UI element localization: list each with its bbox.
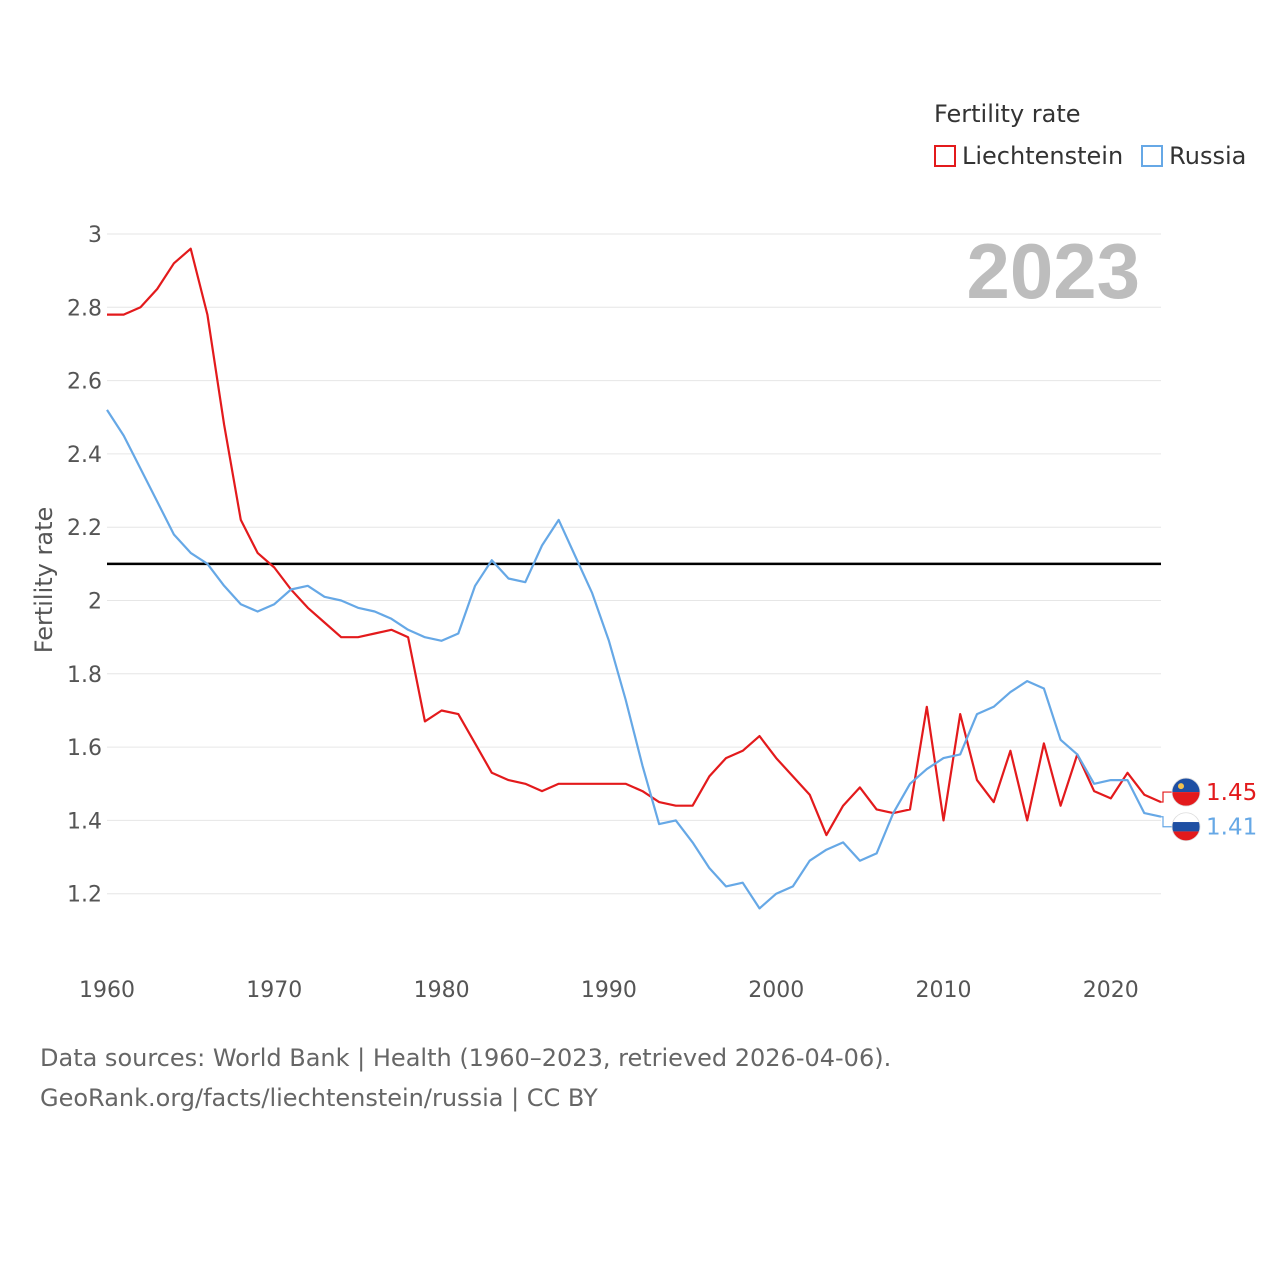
x-tick-label: 1970 <box>246 978 302 1003</box>
y-tick-label: 2.2 <box>67 516 102 541</box>
x-tick-label: 1980 <box>414 978 470 1003</box>
year-label: 2023 <box>966 227 1140 315</box>
series-line-liechtenstein[interactable] <box>107 247 1162 837</box>
series-lines <box>106 247 1162 910</box>
x-tick-label: 1960 <box>79 978 135 1003</box>
end-connector <box>1161 816 1172 828</box>
legend-item-russia[interactable]: Russia <box>1141 142 1246 170</box>
end-markers: 1.45 1.41 <box>1161 777 1257 842</box>
legend-label-russia: Russia <box>1169 142 1247 170</box>
y-tick-label: 2.8 <box>67 296 102 321</box>
legend-item-liechtenstein[interactable]: Liechtenstein <box>934 142 1123 170</box>
y-tick-label: 1.4 <box>67 809 102 834</box>
series-line-russia[interactable] <box>106 409 1162 910</box>
end-connector <box>1161 791 1172 803</box>
legend-title: Fertility rate <box>934 100 1081 128</box>
y-tick-label: 1.2 <box>67 883 102 908</box>
legend-swatch-liechtenstein <box>934 145 956 167</box>
footer-sources: Data sources: World Bank | Health (1960–… <box>40 1044 892 1072</box>
x-tick-label: 1990 <box>581 978 637 1003</box>
x-tick-label: 2000 <box>748 978 804 1003</box>
y-tick-label: 1.8 <box>67 663 102 688</box>
legend: Liechtenstein Russia <box>934 142 1264 170</box>
footer-attribution[interactable]: GeoRank.org/facts/liechtenstein/russia |… <box>40 1084 598 1112</box>
y-tick-label: 2.6 <box>67 370 102 395</box>
x-tick-label: 2020 <box>1083 978 1139 1003</box>
x-tick-label: 2010 <box>916 978 972 1003</box>
end-value-label-liechtenstein: 1.45 <box>1206 780 1257 806</box>
y-tick-label: 1.6 <box>67 736 102 761</box>
y-tick-label: 2 <box>88 590 102 615</box>
x-tick-labels: 1960 1970 1980 1990 2000 2010 2020 <box>79 978 1139 1003</box>
russia-flag-icon <box>1171 812 1201 842</box>
legend-label-liechtenstein: Liechtenstein <box>962 142 1124 170</box>
legend-swatch-russia <box>1141 145 1164 167</box>
y-tick-label: 2.4 <box>67 443 102 468</box>
y-tick-label: 3 <box>88 223 102 248</box>
y-tick-labels: 1.2 1.4 1.6 1.8 2 2.2 2.4 2.6 2.8 3 <box>67 223 102 908</box>
y-axis-label: Fertility rate <box>30 507 58 654</box>
gridlines <box>107 233 1161 895</box>
liechtenstein-flag-icon <box>1171 777 1201 807</box>
end-value-label-russia: 1.41 <box>1206 815 1257 841</box>
